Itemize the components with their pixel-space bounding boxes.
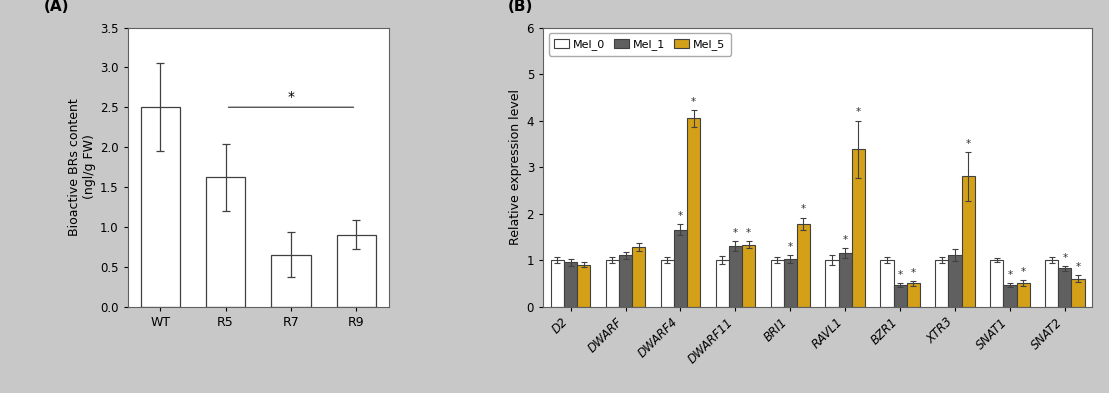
Bar (606, 260, 619, 307)
Bar (797, 224, 810, 307)
Bar (1004, 285, 1017, 307)
Bar (1071, 279, 1085, 307)
Bar (141, 107, 180, 307)
Text: *: * (843, 235, 847, 245)
Bar (564, 263, 577, 307)
Text: *: * (1062, 253, 1068, 263)
Text: *: * (678, 211, 683, 221)
Text: *: * (910, 268, 916, 278)
Text: *: * (733, 228, 737, 238)
Y-axis label: Bioactive BRs content
(ngl/g FW): Bioactive BRs content (ngl/g FW) (68, 98, 95, 236)
Bar (577, 265, 590, 307)
Bar (661, 260, 674, 307)
Bar (852, 149, 865, 307)
Legend: Mel_0, Mel_1, Mel_5: Mel_0, Mel_1, Mel_5 (549, 33, 731, 55)
Bar (674, 230, 688, 307)
Text: (A): (A) (44, 0, 70, 13)
Text: *: * (1076, 262, 1080, 272)
Bar (729, 246, 742, 307)
Bar (619, 255, 632, 307)
Text: *: * (787, 242, 793, 252)
Text: *: * (746, 228, 751, 238)
Bar (894, 285, 907, 307)
Text: *: * (966, 139, 970, 149)
Bar (272, 255, 311, 307)
Bar (632, 247, 645, 307)
Bar (784, 259, 797, 307)
Bar (948, 255, 962, 307)
Bar (206, 177, 245, 307)
Bar (962, 176, 975, 307)
Y-axis label: Relative expression level: Relative expression level (509, 89, 522, 245)
Text: (B): (B) (508, 0, 532, 13)
Bar (1017, 283, 1030, 307)
Text: *: * (801, 204, 806, 215)
Bar (771, 260, 784, 307)
Bar (1045, 260, 1058, 307)
Bar (935, 260, 948, 307)
Text: *: * (287, 90, 295, 104)
Bar (337, 235, 376, 307)
Bar (1058, 268, 1071, 307)
Bar (881, 260, 894, 307)
Bar (990, 260, 1004, 307)
Text: *: * (856, 107, 861, 117)
Text: *: * (1007, 270, 1013, 279)
Bar (838, 253, 852, 307)
Bar (688, 118, 700, 307)
Text: *: * (1020, 267, 1026, 277)
Bar (742, 245, 755, 307)
Bar (715, 260, 729, 307)
Bar (907, 283, 919, 307)
Bar (825, 260, 838, 307)
Text: *: * (691, 97, 696, 107)
Bar (551, 260, 564, 307)
Text: *: * (897, 270, 903, 279)
